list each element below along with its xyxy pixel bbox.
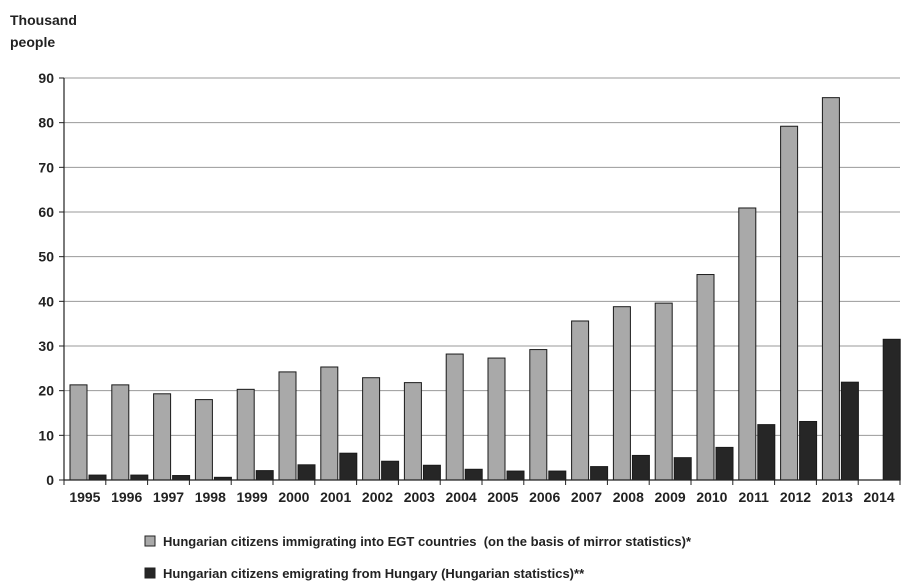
x-tick-label: 1996: [111, 489, 142, 505]
x-axis-ticks: 1995 1996 1997 1998 1999 2000 2001 2002 2003 2004…: [63, 480, 901, 505]
x-tick-label: 2013: [822, 489, 853, 505]
x-tick-label: 2002: [362, 489, 393, 505]
y-axis-title-line-1: Thousand: [10, 12, 77, 28]
bar-immigrating: [194, 399, 213, 481]
bar-immigrating: [696, 274, 715, 481]
y-tick-label: 50: [38, 249, 54, 265]
y-axis-title-line-2: people: [10, 34, 55, 50]
bar-emigrating: [757, 424, 776, 481]
bar-emigrating: [548, 470, 567, 481]
y-tick-label: 10: [38, 427, 54, 443]
bar-emigrating: [422, 464, 441, 481]
bar-emigrating: [255, 470, 274, 481]
bar-emigrating: [88, 474, 107, 481]
y-tick-label: 60: [38, 204, 54, 220]
axes: [63, 78, 900, 481]
y-axis-title: Thousand people: [10, 12, 77, 50]
bar-emigrating: [631, 454, 650, 481]
x-tick-label: 2014: [864, 489, 895, 505]
bar-emigrating: [840, 381, 859, 481]
y-tick-label: 80: [38, 115, 54, 131]
y-tick-label: 0: [46, 472, 54, 488]
bar-immigrating: [821, 97, 840, 481]
bar-immigrating: [529, 349, 548, 481]
bar-immigrating: [69, 384, 88, 481]
bar-emigrating: [297, 464, 316, 481]
x-tick-label: 2008: [613, 489, 644, 505]
x-tick-label: 2009: [655, 489, 686, 505]
bar-immigrating: [654, 302, 673, 481]
y-tick-label: 30: [38, 338, 54, 354]
legend-swatch-immigrating: [144, 535, 156, 547]
bar-emigrating: [715, 446, 734, 481]
bar-emigrating: [339, 452, 358, 481]
bars: [69, 97, 901, 481]
legend-label-immigrating: Hungarian citizens immigrating into EGT …: [163, 534, 692, 549]
x-tick-label: 2005: [487, 489, 518, 505]
y-tick-label: 70: [38, 159, 54, 175]
bar-immigrating: [738, 207, 757, 481]
bar-immigrating: [445, 353, 464, 481]
bar-immigrating: [111, 384, 130, 481]
legend-swatch-emigrating: [144, 567, 156, 579]
x-tick-label: 1997: [153, 489, 184, 505]
bar-emigrating: [882, 338, 901, 481]
bar-emigrating: [130, 474, 149, 481]
bar-immigrating: [780, 125, 799, 481]
bar-immigrating: [487, 357, 506, 481]
x-tick-label: 2001: [320, 489, 351, 505]
x-tick-label: 2003: [404, 489, 435, 505]
bar-emigrating: [590, 466, 609, 481]
x-tick-label: 2011: [739, 489, 770, 505]
bar-emigrating: [506, 470, 525, 481]
x-tick-label: 2007: [571, 489, 602, 505]
bar-immigrating: [320, 366, 339, 481]
bar-immigrating: [278, 371, 297, 481]
bar-emigrating: [172, 475, 191, 481]
x-tick-label: 2000: [278, 489, 309, 505]
x-tick-label: 2010: [696, 489, 727, 505]
bar-emigrating: [799, 420, 818, 481]
bar-immigrating: [362, 377, 381, 481]
y-tick-label: 20: [38, 383, 54, 399]
bar-immigrating: [403, 382, 422, 481]
x-tick-label: 1995: [69, 489, 100, 505]
bar-immigrating: [236, 388, 255, 481]
x-tick-label: 1999: [237, 489, 268, 505]
bar-emigrating: [381, 460, 400, 481]
bar-emigrating: [464, 468, 483, 481]
x-tick-label: 2012: [780, 489, 811, 505]
bar-immigrating: [153, 393, 172, 481]
y-tick-label: 40: [38, 293, 54, 309]
y-axis-ticks: 0 10 20 30 40 50 60 70 80 90: [38, 70, 64, 488]
bar-immigrating: [571, 320, 590, 481]
gridlines: [64, 77, 900, 436]
y-tick-label: 90: [38, 70, 54, 86]
legend-label-emigrating: Hungarian citizens emigrating from Hunga…: [163, 566, 585, 581]
legend: Hungarian citizens immigrating into EGT …: [144, 534, 692, 581]
bar-emigrating: [673, 457, 692, 481]
x-tick-label: 2006: [529, 489, 560, 505]
bar-immigrating: [612, 306, 631, 481]
x-tick-label: 1998: [195, 489, 226, 505]
x-tick-label: 2004: [446, 489, 477, 505]
